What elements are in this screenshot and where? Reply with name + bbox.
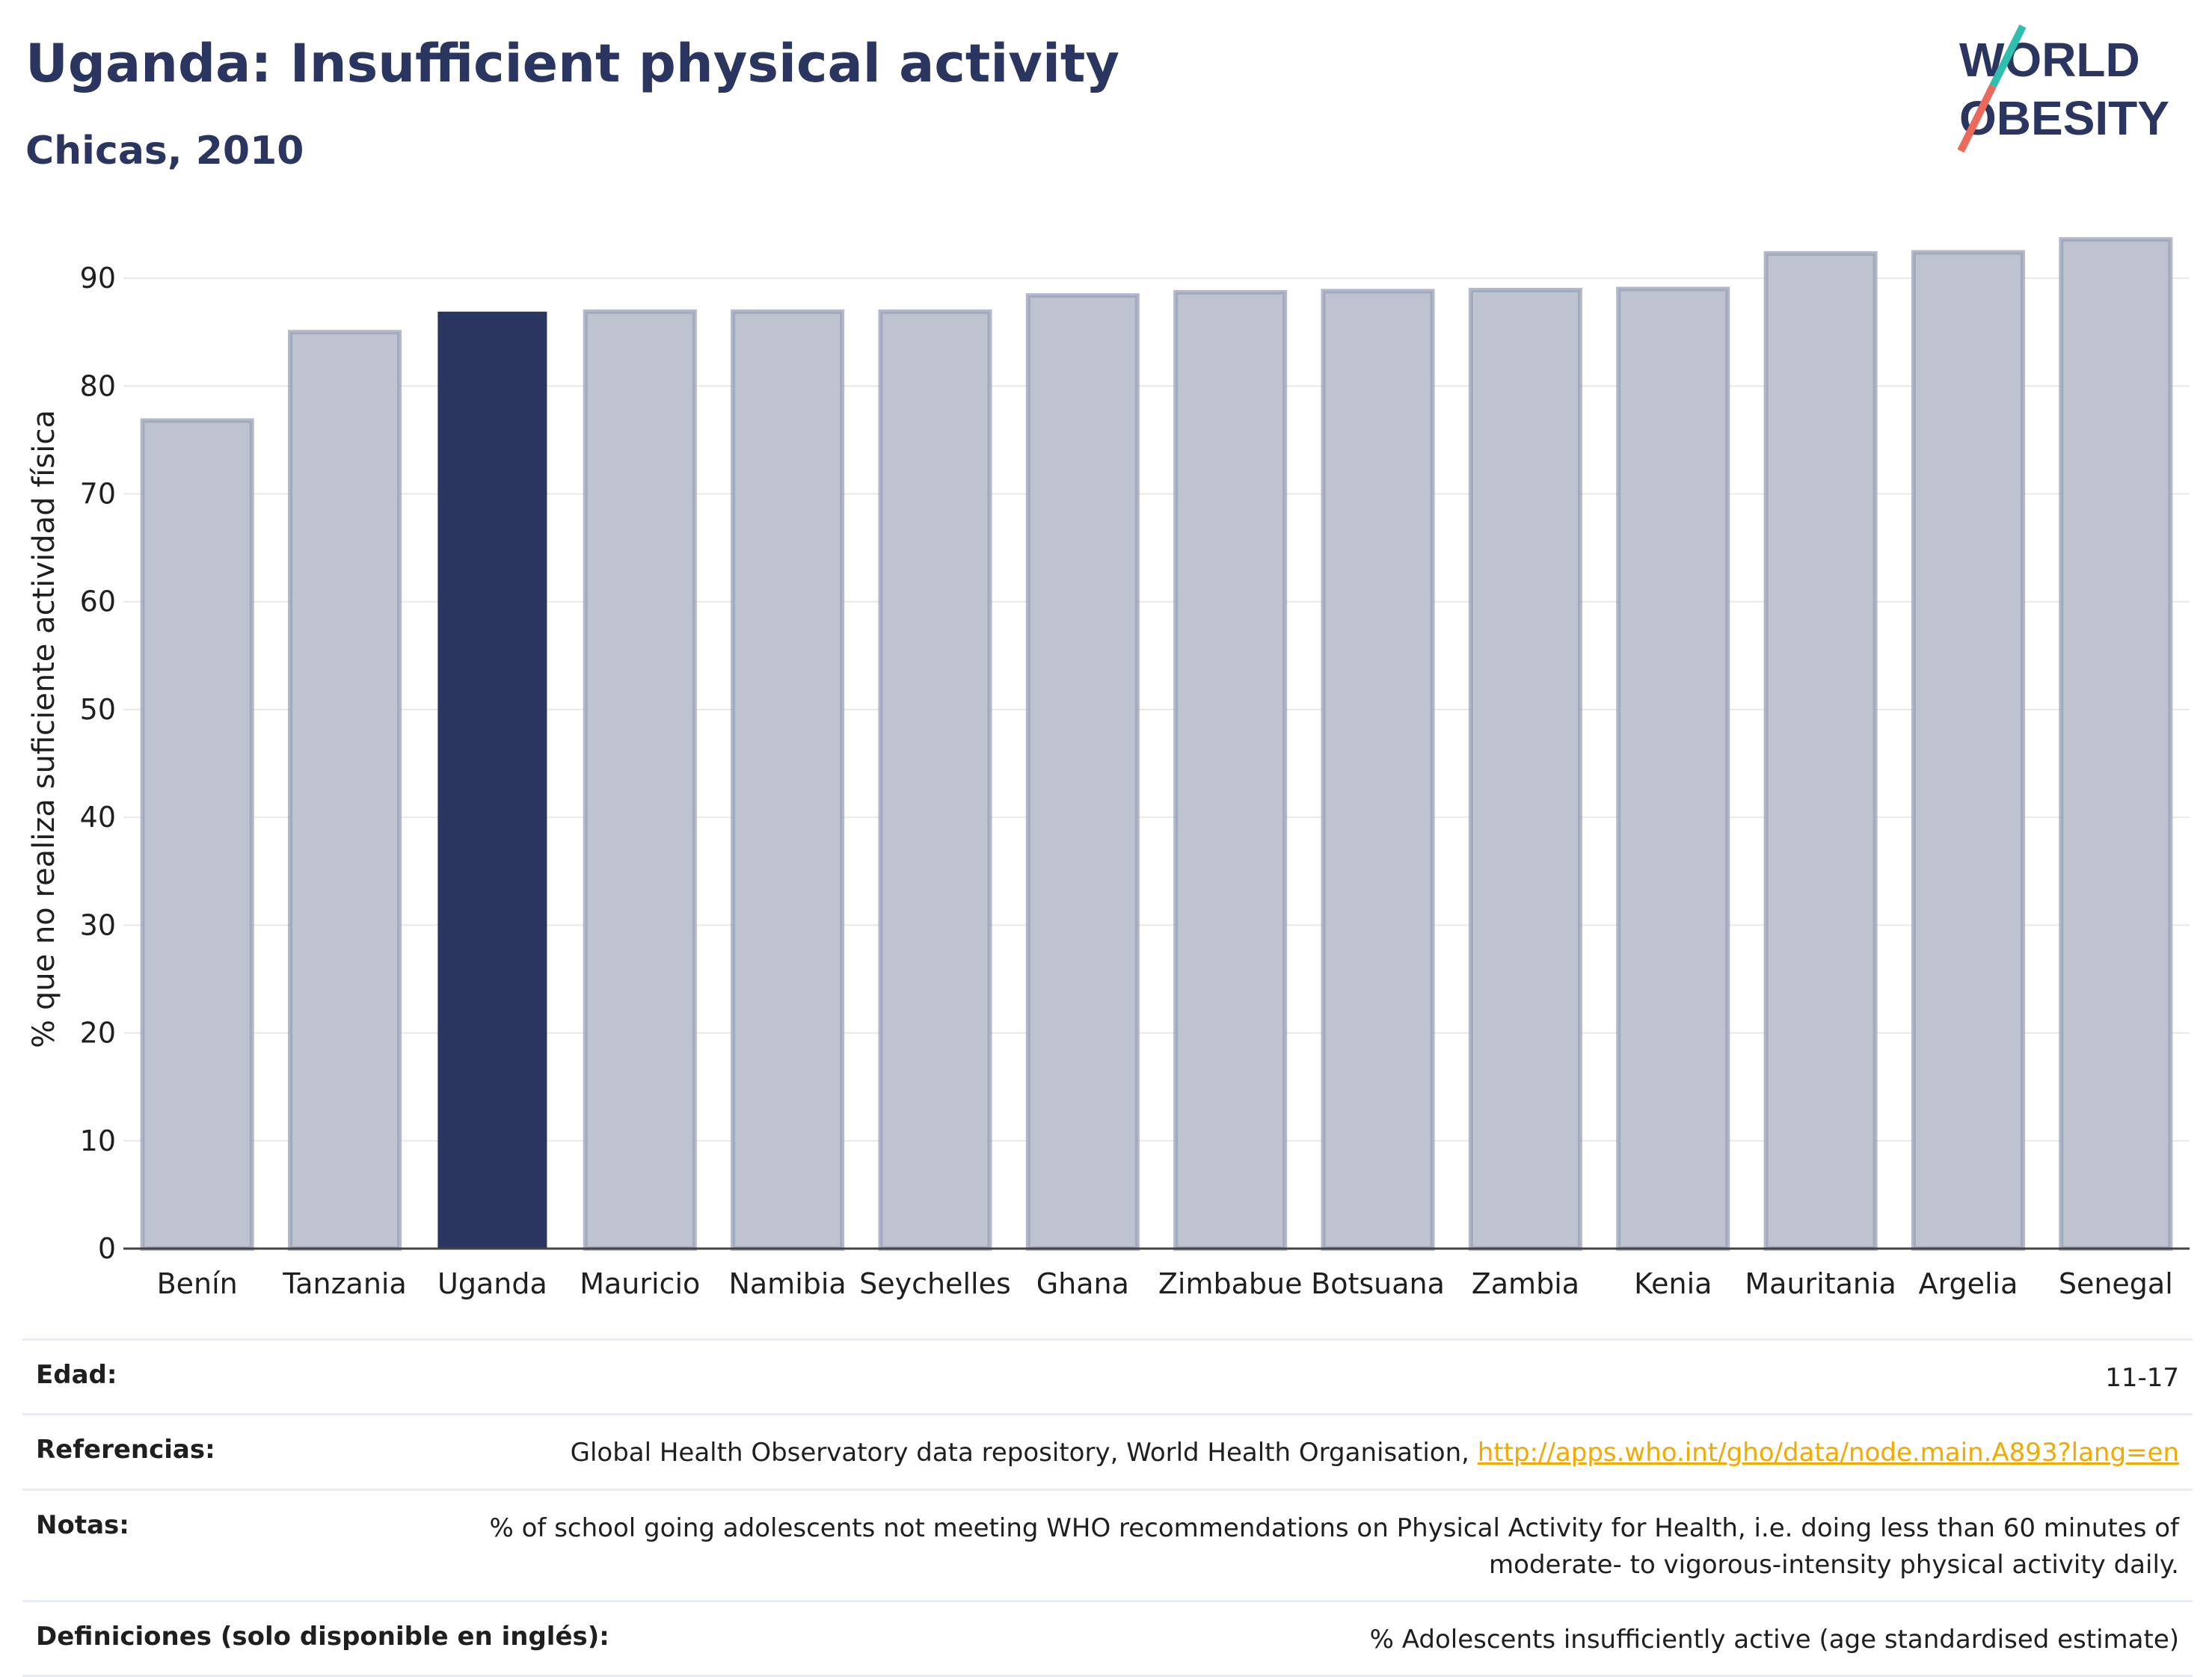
x-tick-label: Kenia (1634, 1267, 1712, 1300)
bar-mauritania[interactable] (1763, 250, 1878, 1251)
y-tick-label: 40 (80, 801, 116, 834)
bar-namibia[interactable] (731, 309, 845, 1251)
x-tick-label: Mauritania (1745, 1267, 1896, 1300)
age-value: 11-17 (2105, 1363, 2179, 1393)
references-label: Referencias: (36, 1435, 215, 1465)
x-tick-label: Benín (157, 1267, 238, 1300)
meta-row-definitions: Definiciones (solo disponible en inglés)… (22, 1600, 2193, 1677)
axes: 0 10 20 30 40 50 60 70 80 90 Benín Tanzania Uganda Ma… (80, 262, 2190, 1300)
bar-chart: 0 10 20 30 40 50 60 70 80 90 Benín Tanzania Uganda Ma… (27, 237, 2190, 1300)
references-value: Global Health Observatory data repositor… (571, 1435, 2179, 1471)
notes-label: Notas: (36, 1510, 129, 1540)
logo-slash-teal (1989, 24, 2027, 88)
metadata-table: Edad: 11-17 Referencias: Global Health O… (22, 1338, 2193, 1677)
bar-uganda[interactable] (437, 311, 547, 1249)
chart-title: Uganda: Insufficient physical activity (25, 33, 1120, 94)
x-tick-label: Seychelles (859, 1267, 1011, 1300)
x-tick-label: Senegal (2059, 1267, 2173, 1300)
chart-subtitle: Chicas, 2010 (25, 129, 304, 173)
bar-ghana[interactable] (1025, 293, 1140, 1251)
bar-mauricio[interactable] (583, 309, 697, 1251)
x-tick-label: Namibia (728, 1267, 846, 1300)
meta-row-references: Referencias: Global Health Observatory d… (22, 1413, 2193, 1488)
x-tick-label: Mauricio (580, 1267, 700, 1300)
x-tick-label: Zimbabue (1158, 1267, 1303, 1300)
y-tick-label: 90 (80, 262, 116, 295)
notes-line-1: % of school going adolescents not meetin… (489, 1513, 2179, 1543)
bar-seychelles[interactable] (878, 309, 992, 1251)
y-tick-label: 0 (98, 1232, 116, 1265)
y-tick-label: 30 (80, 908, 116, 941)
bar-botsuana[interactable] (1321, 289, 1435, 1251)
notes-value: % of school going adolescents not meetin… (490, 1510, 2179, 1584)
references-link[interactable]: http://apps.who.int/gho/data/node.main.A… (1477, 1438, 2179, 1468)
x-tick-label: Argelia (1919, 1267, 2018, 1300)
bar-argelia[interactable] (1911, 250, 2025, 1251)
y-tick-label: 10 (80, 1124, 116, 1157)
definitions-value: % Adolescents insufficiently active (age… (1369, 1625, 2179, 1655)
x-tick-label: Ghana (1036, 1267, 1129, 1300)
x-tick-label: Botsuana (1311, 1267, 1445, 1300)
y-tick-label: 60 (80, 585, 116, 618)
x-tick-label: Uganda (437, 1267, 547, 1300)
bar-benín[interactable] (140, 418, 254, 1251)
y-tick-label: 70 (80, 478, 116, 511)
meta-row-age: Edad: 11-17 (22, 1338, 2193, 1413)
meta-row-notes: Notas: % of school going adolescents not… (22, 1488, 2193, 1601)
world-obesity-logo: WORLD OBESITY (1957, 24, 2169, 153)
y-tick-label: 50 (80, 693, 116, 726)
logo-line2: OBESITY (1959, 91, 2169, 145)
bar-kenia[interactable] (1616, 286, 1730, 1251)
x-tick-label: Zambia (1472, 1267, 1579, 1300)
gridlines (123, 277, 2190, 1142)
x-tick-label: Tanzania (282, 1267, 406, 1300)
logo-slash-coral (1957, 84, 1997, 153)
logo-line1: WORLD (1959, 33, 2140, 87)
definitions-label: Definiciones (solo disponible en inglés)… (36, 1622, 609, 1652)
y-axis-label: % que no realiza suficiente actividad fí… (27, 410, 61, 1048)
references-text: Global Health Observatory data repositor… (570, 1438, 1469, 1468)
bar-tanzania[interactable] (288, 330, 402, 1251)
bar-senegal[interactable] (2059, 237, 2173, 1252)
age-label: Edad: (36, 1360, 117, 1390)
bar-zambia[interactable] (1468, 287, 1582, 1252)
bar-zimbabue[interactable] (1173, 289, 1288, 1251)
y-tick-label: 20 (80, 1017, 116, 1050)
bars (140, 237, 2173, 1252)
y-tick-label: 80 (80, 369, 116, 402)
notes-line-2: moderate- to vigorous-intensity physical… (1489, 1549, 2179, 1580)
